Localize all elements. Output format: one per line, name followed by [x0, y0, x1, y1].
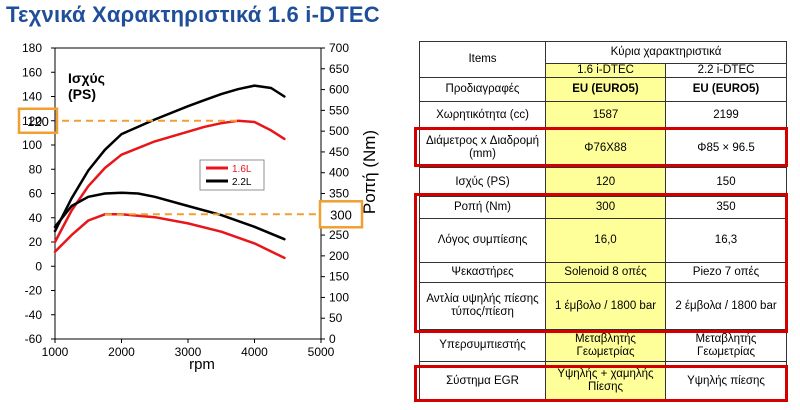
- y-left-tick-label: 100: [22, 138, 42, 152]
- row-label: Διάμετρος x Διαδρομή (mm): [419, 128, 546, 168]
- x-tick-label: 1000: [42, 345, 69, 359]
- series-line-torque-2-2L: [53, 191, 286, 241]
- row-value-2-2: EU (EURO5): [665, 77, 787, 102]
- x-tick-label: 3000: [175, 345, 202, 359]
- y-left-tick-label: 160: [22, 65, 42, 79]
- callout-box-power: [17, 107, 59, 134]
- x-axis-label: rpm: [189, 356, 215, 373]
- header-group: Κύρια χαρακτηριστικά: [545, 41, 787, 64]
- row-value-1-6: EU (EURO5): [545, 77, 666, 102]
- row-value-1-6: Solenoid 8 οπές: [545, 262, 666, 283]
- y-left-tick-label: 60: [29, 187, 43, 201]
- y-left-axis-label: Ισχύς: [68, 70, 105, 86]
- row-value-1-6: 1587: [545, 101, 666, 129]
- y-left-tick-label: -40: [25, 308, 43, 322]
- legend-label: 1.6L: [232, 164, 252, 175]
- y-right-axis-label: Ροπή (Nm): [360, 130, 379, 214]
- y-right-tick-label: 500: [329, 124, 349, 138]
- row-label: Λόγος συμπίεσης: [419, 218, 546, 263]
- row-value-2-2: Υψηλής πίεσης: [665, 361, 787, 401]
- row-value-1-6: 120: [545, 167, 666, 197]
- y-right-tick-label: 700: [329, 41, 349, 55]
- header-items: Items: [419, 41, 546, 78]
- y-left-tick-label: 120: [22, 114, 42, 128]
- spec-table: Items Κύρια χαρακτηριστικά 1.6 i-DTEC 2.…: [419, 41, 787, 401]
- y-left-tick-label: 0: [35, 259, 42, 273]
- row-label: Προδιαγραφές: [419, 77, 546, 102]
- row-value-2-2: 16,3: [665, 218, 787, 263]
- row-label: Αντλία υψηλής πίεσης τύπος/πίεση: [419, 282, 546, 330]
- header-col-1-6: 1.6 i-DTEC: [545, 63, 666, 78]
- page-title: Τεχνικά Χαρακτηριστικά 1.6 i-DTEC: [6, 2, 380, 27]
- row-label: Ισχύς (PS): [419, 167, 546, 197]
- row-label: Χωρητικότητα (cc): [419, 101, 546, 129]
- callout-value-torque: 300: [330, 207, 352, 222]
- x-tick-label: 2000: [108, 345, 135, 359]
- y-right-tick-label: 250: [329, 228, 349, 242]
- y-right-tick-label: 100: [329, 290, 349, 304]
- row-value-1-6: Φ76X88: [545, 128, 666, 168]
- legend-box: [199, 159, 265, 191]
- y-left-tick-label: 40: [29, 211, 43, 225]
- row-value-2-2: Μεταβλητής Γεωμετρίας: [665, 329, 787, 362]
- y-left-tick-label: 80: [29, 162, 43, 176]
- row-value-1-6: Υψηλής + χαμηλής Πίεσης: [545, 361, 666, 401]
- row-value-1-6: 300: [545, 196, 666, 219]
- series-line-torque-1-6L: [53, 213, 286, 260]
- series-line-power-2-2L: [53, 84, 286, 233]
- y-right-tick-label: 200: [329, 249, 349, 263]
- series-line-power-1-6L: [53, 119, 286, 244]
- y-left-tick-label: 20: [29, 235, 43, 249]
- row-label: Σύστημα EGR: [419, 361, 546, 401]
- power-torque-chart: -60 -40 -20 0 20 40 60 80 100 120 140 160 180 0 50 100 1…: [17, 41, 379, 373]
- y-right-tick-label: 50: [329, 311, 343, 325]
- legend-label: 2.2L: [232, 177, 252, 188]
- y-left-axis-label-unit: (PS): [68, 86, 96, 102]
- y-left-tick-label: -20: [25, 284, 43, 298]
- row-label: Υπερσυμπιεστής: [419, 329, 546, 362]
- x-tick-label: 4000: [241, 345, 268, 359]
- callout-value-power: 120: [27, 114, 49, 129]
- y-left-tick-label: 180: [22, 41, 42, 55]
- y-right-tick-label: 650: [329, 62, 349, 76]
- y-left-tick-label: -60: [25, 332, 43, 346]
- row-value-2-2: 350: [665, 196, 787, 219]
- row-value-1-6: 1 έμβολο / 1800 bar: [545, 282, 666, 330]
- row-value-1-6: Μεταβλητής Γεωμετρίας: [545, 329, 666, 362]
- row-value-2-2: 2199: [665, 101, 787, 129]
- row-label: Ροπή (Nm): [419, 196, 546, 219]
- y-left-tick-label: 140: [22, 90, 42, 104]
- row-value-2-2: 150: [665, 167, 787, 197]
- y-right-tick-label: 0: [329, 332, 336, 346]
- row-value-1-6: 16,0: [545, 218, 666, 263]
- y-right-tick-label: 350: [329, 187, 349, 201]
- y-right-tick-label: 550: [329, 103, 349, 117]
- x-tick-label: 5000: [308, 345, 335, 359]
- header-col-2-2: 2.2 i-DTEC: [665, 63, 787, 78]
- y-right-tick-label: 450: [329, 145, 349, 159]
- callout-box-torque: [318, 200, 364, 229]
- row-value-2-2: Piezo 7 οπές: [665, 262, 787, 283]
- y-right-tick-label: 400: [329, 166, 349, 180]
- y-right-tick-label: 150: [329, 270, 349, 284]
- row-value-2-2: Φ85 × 96.5: [665, 128, 787, 168]
- row-label: Ψεκαστήρες: [419, 262, 546, 283]
- y-right-tick-label: 600: [329, 83, 349, 97]
- row-value-2-2: 2 έμβολα / 1800 bar: [665, 282, 787, 330]
